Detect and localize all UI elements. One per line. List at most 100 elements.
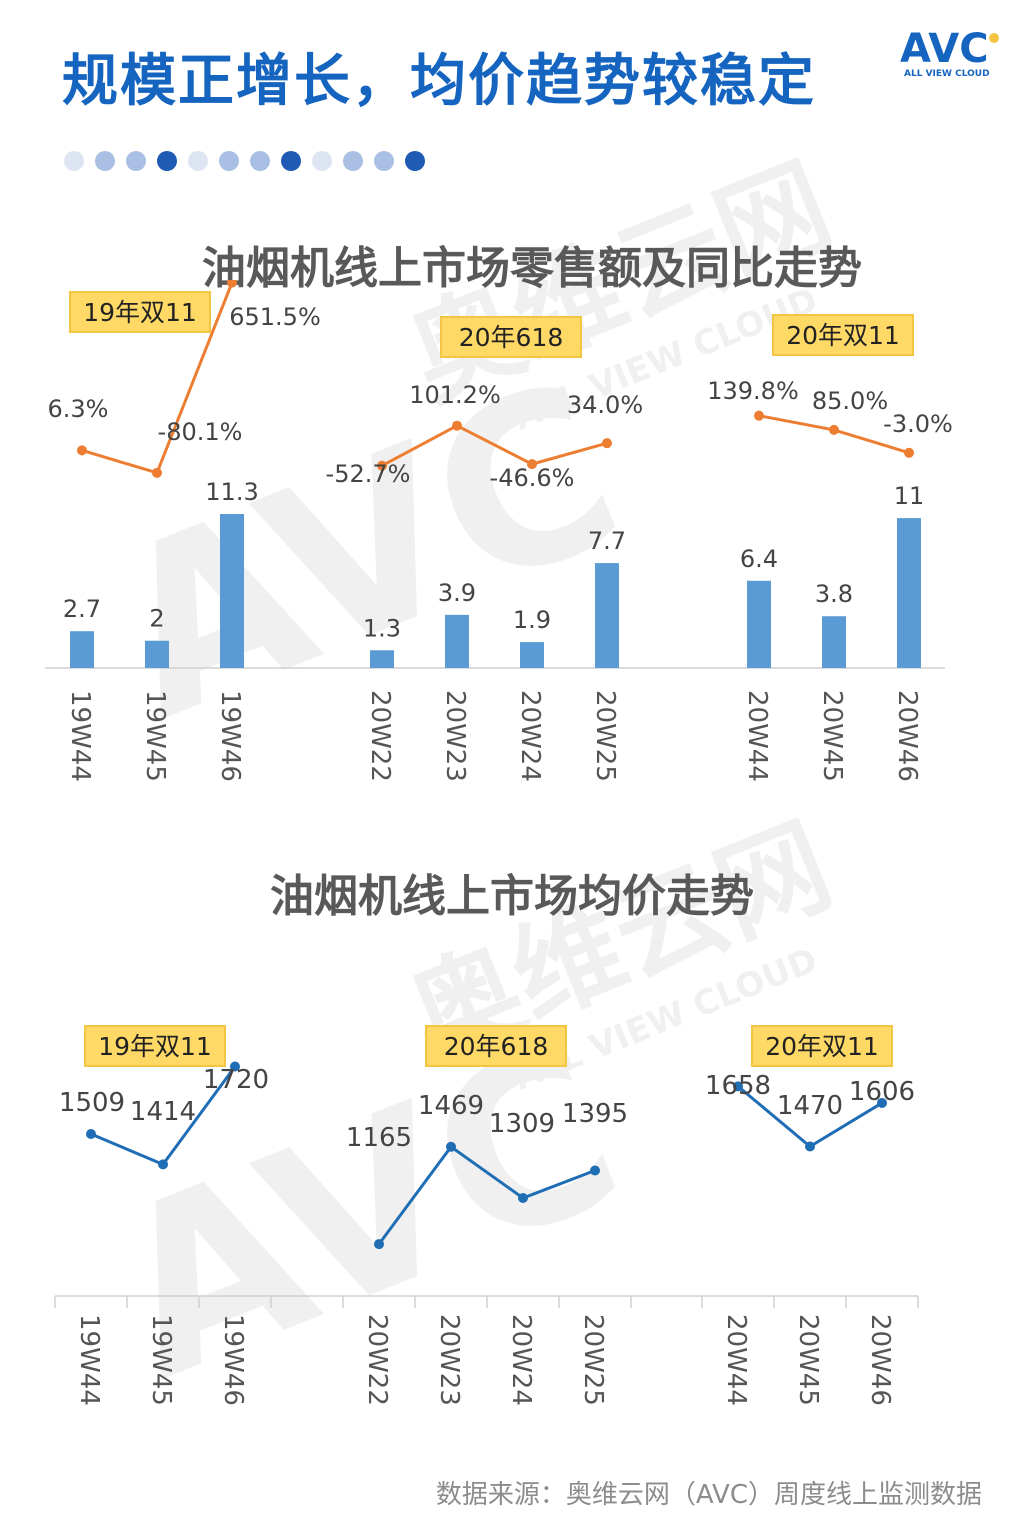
bar (145, 640, 169, 668)
price-point (374, 1239, 384, 1250)
price-point (158, 1159, 168, 1170)
yoy-value-label: -3.0% (883, 410, 953, 438)
decor-dot (250, 151, 270, 171)
yoy-point (452, 420, 462, 431)
price-point (590, 1165, 600, 1176)
x-tick-label: 19W44 (74, 1314, 104, 1406)
yoy-line (381, 423, 608, 468)
x-tick-label: 19W44 (65, 690, 95, 782)
period-badge-label: 20年双11 (765, 1032, 879, 1061)
price-point (86, 1129, 96, 1139)
period-badge-label: 19年双11 (83, 298, 197, 327)
period-badge-label: 20年618 (459, 323, 564, 352)
x-tick-label: 20W25 (590, 690, 620, 782)
bar (897, 518, 921, 668)
decor-dot (64, 151, 84, 171)
price-value-label: 1720 (203, 1065, 269, 1095)
x-tick-label: 20W22 (362, 1314, 392, 1406)
yoy-value-label: 85.0% (812, 387, 888, 415)
bar-value-label: 2 (149, 605, 164, 633)
yoy-value-label: 101.2% (409, 381, 501, 409)
bar (747, 580, 771, 668)
yoy-point (602, 438, 612, 449)
chart2-title: 油烟机线上市场均价走势 (270, 871, 754, 922)
bar-value-label: 3.9 (438, 579, 476, 607)
yoy-value-label: 651.5% (229, 303, 321, 331)
x-tick-label: 20W23 (440, 690, 470, 782)
yoy-value-label: -46.6% (490, 464, 575, 492)
yoy-point (77, 445, 87, 456)
x-tick-label: 20W45 (793, 1314, 823, 1406)
bar (370, 650, 394, 668)
period-badge (440, 316, 582, 358)
x-tick-label: 20W44 (721, 1314, 751, 1406)
yoy-value-label: 6.3% (48, 395, 109, 423)
yoy-point (527, 459, 537, 470)
x-tick-label: 20W22 (365, 690, 395, 782)
period-badge (772, 314, 914, 356)
price-point (877, 1097, 887, 1108)
yoy-value-label: 139.8% (707, 377, 799, 405)
yoy-point (829, 424, 839, 435)
period-badge (751, 1025, 893, 1067)
bar (520, 642, 544, 668)
decor-dot (126, 151, 146, 171)
bar (70, 631, 94, 668)
period-badge (425, 1025, 567, 1067)
decor-dots (64, 151, 425, 171)
decor-dot (157, 151, 177, 171)
x-tick-label: 19W46 (218, 1314, 248, 1406)
period-badge (84, 1025, 226, 1067)
x-tick-label: 20W24 (515, 690, 545, 782)
decor-dot (95, 151, 115, 171)
period-badge (69, 291, 211, 333)
x-tick-label: 19W46 (215, 690, 245, 782)
x-tick-label: 20W45 (817, 690, 847, 782)
decor-dot (219, 151, 239, 171)
x-tick-label: 20W46 (892, 690, 922, 782)
page-title: 规模正增长，均价趋势较稳定 (62, 49, 816, 114)
yoy-value-label: 34.0% (567, 391, 643, 419)
price-value-label: 1606 (849, 1077, 915, 1107)
source-note: 数据来源：奥维云网（AVC）周度线上监测数据 (435, 1480, 982, 1510)
avc-logo: AVC ALL VIEW CLOUD (900, 26, 999, 79)
chart1-title: 油烟机线上市场零售额及同比走势 (202, 243, 862, 294)
yoy-point (152, 467, 162, 478)
price-point (446, 1141, 456, 1152)
price-value-label: 1509 (59, 1088, 125, 1118)
price-value-label: 1469 (418, 1091, 484, 1121)
decor-dot (312, 151, 332, 171)
decor-dot (374, 151, 394, 171)
period-badge-label: 20年双11 (786, 321, 900, 350)
decor-dot (343, 151, 363, 171)
yoy-value-label: -80.1% (158, 418, 243, 446)
bar-value-label: 1.9 (513, 606, 551, 634)
bar-value-label: 2.7 (63, 595, 101, 623)
price-value-label: 1658 (705, 1071, 771, 1101)
price-chart: 19W44 19W45 19W46 20W22 20W23 20W24 20W25 20W44… (54, 1025, 919, 1406)
x-tick-label: 20W24 (506, 1314, 536, 1406)
sales-chart: 2.7 19W44 2 19W45 11.3 19W46 1.3 20W22 3.9 20W23 1… (45, 280, 953, 782)
period-badge-label: 19年双11 (98, 1032, 212, 1061)
decor-dot (405, 151, 425, 171)
bar-value-label: 7.7 (588, 527, 626, 555)
x-tick-label: 19W45 (146, 1314, 176, 1406)
bar-value-label: 6.4 (740, 545, 778, 573)
decor-dot (281, 151, 301, 171)
yoy-point (377, 460, 387, 471)
price-value-label: 1395 (562, 1099, 628, 1129)
price-point (805, 1141, 815, 1152)
logo-subtext: ALL VIEW CLOUD (904, 69, 990, 79)
x-tick-label: 19W45 (140, 690, 170, 782)
yoy-point (227, 280, 237, 288)
bar-value-label: 11 (894, 482, 925, 510)
price-value-label: 1165 (346, 1123, 412, 1153)
price-value-label: 1414 (130, 1097, 196, 1127)
price-value-label: 1309 (489, 1109, 555, 1139)
bar (822, 616, 846, 668)
bar (220, 514, 244, 668)
logo-dot (989, 33, 999, 43)
yoy-point (754, 410, 764, 421)
x-tick-label: 20W46 (865, 1314, 895, 1406)
bar-value-label: 1.3 (363, 614, 401, 642)
